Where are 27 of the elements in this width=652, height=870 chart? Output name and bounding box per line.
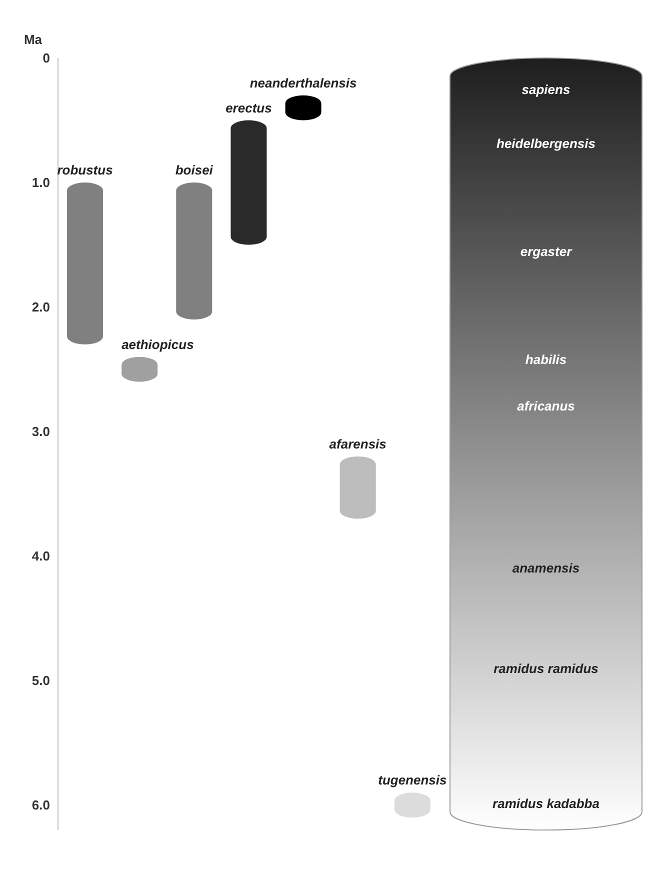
text: sapiens [522, 82, 570, 97]
y-tick-label: 2.0 [32, 300, 50, 315]
x-tick-label: tugenensis [378, 772, 447, 788]
x-tick-label: boisei [175, 162, 214, 178]
x-tick-label: aethiopicus [122, 336, 194, 352]
x-tick-label: erectus [226, 100, 272, 116]
y-tick-label: 3.0 [32, 424, 50, 440]
x-tick-label: robustus [57, 162, 113, 178]
text: ramidus ramidus [494, 660, 598, 676]
text: africanus [517, 398, 575, 414]
text: anamensis [512, 560, 580, 576]
y-tick-label: 0 [42, 50, 50, 66]
y-tick-label: 4.0 [32, 548, 50, 564]
text: habilis [525, 352, 567, 368]
y-tick-label: 6.0 [32, 798, 50, 813]
y-tick-label: 1.0 [32, 175, 50, 190]
bar [67, 182, 103, 344]
bar [176, 182, 212, 320]
x-tick-label: afarensis [329, 436, 386, 452]
y-axis-title: Ma [24, 32, 43, 47]
text: ergaster [520, 244, 573, 259]
x-tick-label: neanderthalensis [250, 75, 357, 90]
text: heidelbergensis [496, 136, 596, 151]
bar [230, 120, 267, 245]
bar [340, 456, 376, 519]
y-tick-label: 5.0 [32, 673, 50, 688]
text: ramidus kadabba [492, 796, 600, 811]
